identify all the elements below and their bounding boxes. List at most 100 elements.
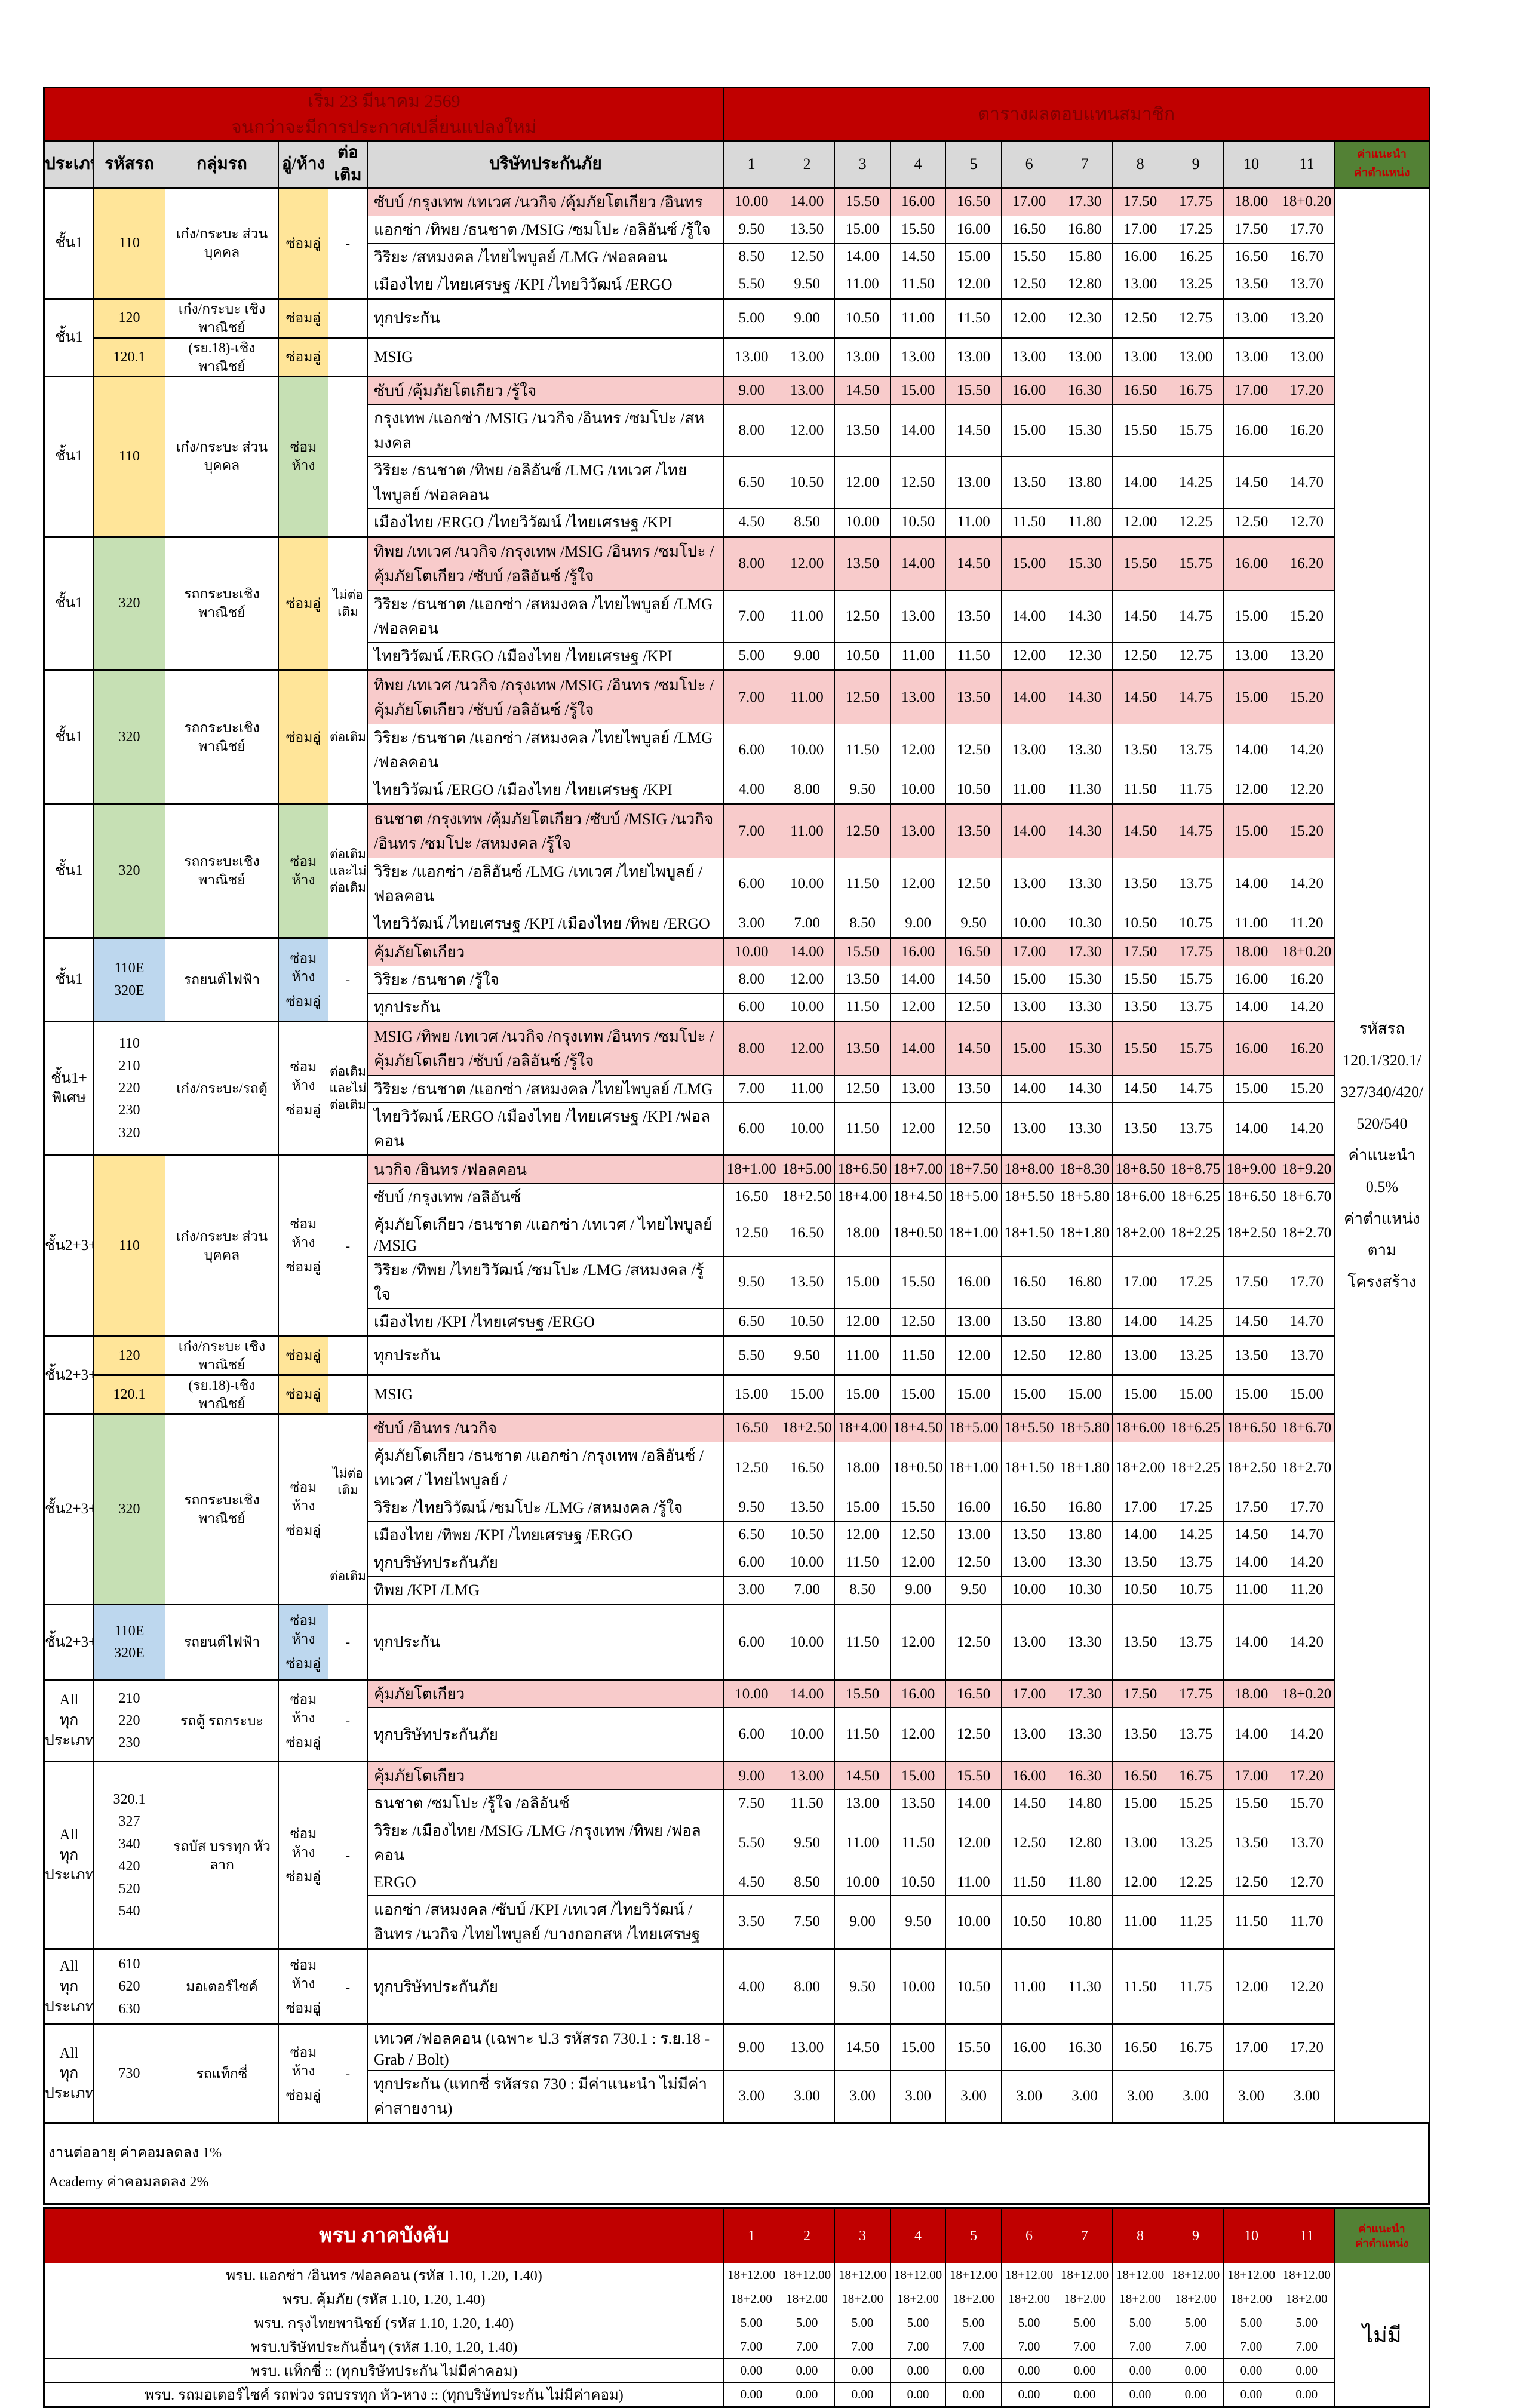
rate-value-cell: 17.30 xyxy=(1057,1679,1113,1709)
rate-value-cell: 13.00 xyxy=(1168,336,1224,377)
company-list-cell: ซับบ์ /คุ้มภัยโตเกียว /รู้ใจ xyxy=(367,375,724,405)
company-list-cell: วิริยะ /ทิพย /ไทยวิวัฒน์ /ซมโปะ /LMG /สห… xyxy=(367,1255,724,1309)
vehicle-group-cell: รถกระบะเชิงพาณิชย์ xyxy=(165,803,279,938)
garage-type-cell-line: ซ่อมอู่ xyxy=(285,2001,321,2016)
rate-value-cell: 11.75 xyxy=(1168,775,1224,804)
rate-value-cell: 13.00 xyxy=(1001,723,1058,776)
rate-value-cell: 14.00 xyxy=(1223,1548,1280,1577)
cmi-value-cell: 0.00 xyxy=(1057,2382,1113,2408)
cmi-value-cell: 18+12.00 xyxy=(779,2263,836,2288)
rate-value-cell: 18+2.00 xyxy=(1112,1210,1169,1257)
rate-value-cell: 11.80 xyxy=(1057,508,1113,537)
rate-value-cell: 7.00 xyxy=(723,669,780,724)
vehicle-group-cell-line: รถยนต์ไฟฟ้า xyxy=(183,1635,260,1650)
side-note-cell: รหัสรถ 120.1/320.1/327/340/420/520/540 ค่า… xyxy=(1334,186,1430,2124)
rate-value-cell: 15.30 xyxy=(1057,1020,1113,1076)
rate-value-cell: 16.50 xyxy=(1112,1761,1169,1790)
rate-value-cell: 13.00 xyxy=(890,589,947,643)
rate-row: วิริยะ /ธนชาต /ทิพย /อลิอันซ์ /LMG /เทเว… xyxy=(44,456,1430,509)
rate-value-cell: 15.50 xyxy=(945,375,1002,405)
rate-value-cell: 18+0.50 xyxy=(890,1441,947,1494)
rate-value-cell: 12.20 xyxy=(1279,1948,1335,2025)
rate-value-cell: 14.50 xyxy=(945,535,1002,591)
rate-value-cell: 14.75 xyxy=(1168,669,1224,724)
rate-value-cell: 18+1.00 xyxy=(945,1441,1002,1494)
rate-value-cell: 11.50 xyxy=(834,1102,891,1156)
garage-type-cell: ซ่อมอู่ xyxy=(278,1335,328,1375)
rate-row: เมืองไทย /ไทยเศรษฐ /KPI /ไทยวิวัฒน์ /ERG… xyxy=(44,270,1430,299)
rate-value-cell: 16.00 xyxy=(890,936,947,966)
extension-cell: ไม่ต่อเติม xyxy=(328,1412,368,1549)
rate-value-cell: 15.00 xyxy=(1223,1374,1280,1414)
vehicle-group-cell-line: รถกระบะเชิงพาณิชย์ xyxy=(184,1492,260,1526)
vehicle-class-cell: ชั้น2+3+3 xyxy=(44,1154,94,1337)
cmi-table-head: พรบ ภาคบังคับ 1 2 3 4 5 6 7 8 9 10 11 ค่าแนะนำ ค่าตำแ… xyxy=(43,2208,1430,2264)
rate-value-cell: 14.00 xyxy=(890,535,947,591)
rate-value-cell: 15.00 xyxy=(890,1374,947,1414)
side-note-cell-line: ค่าแนะนำ xyxy=(1348,1146,1416,1164)
rate-value-cell: 18+6.00 xyxy=(1112,1182,1169,1211)
extension-cell-line: ต่อเติม xyxy=(330,1569,366,1584)
rate-value-cell: 12.00 xyxy=(890,857,947,910)
rate-value-cell: 12.00 xyxy=(945,1817,1002,1870)
rate-value-cell: 12.00 xyxy=(945,270,1002,299)
company-list-cell: คุ้มภัยโตเกียว xyxy=(367,1761,724,1790)
rate-value-cell: 18+6.25 xyxy=(1168,1412,1224,1442)
cmi-value-cell: 5.00 xyxy=(890,2311,947,2336)
rate-value-cell: 14.00 xyxy=(890,1020,947,1076)
rate-value-cell: 3.00 xyxy=(779,2070,836,2124)
cmi-value-cell: 18+12.00 xyxy=(1223,2263,1280,2288)
rate-value-cell: 13.00 xyxy=(779,336,836,377)
rate-value-cell: 10.00 xyxy=(779,723,836,776)
rate-value-cell: 13.30 xyxy=(1057,1548,1113,1577)
rate-value-cell: 15.75 xyxy=(1168,535,1224,591)
rate-value-cell: 12.20 xyxy=(1279,775,1335,804)
company-list-cell: ทุกประกัน xyxy=(367,1603,724,1681)
garage-type-cell-line: ซ่อมห้าง xyxy=(290,2044,317,2078)
rate-value-cell: 15.20 xyxy=(1279,589,1335,643)
vehicle-class-cell-line: ทุกประเภท xyxy=(45,1712,94,1749)
garage-type-cell: ซ่อมห้าง ซ่อมอู่ xyxy=(278,936,328,1022)
rate-level-header-line: 3 xyxy=(858,155,867,173)
rate-row: วิริยะ /ทิพย /ไทยวิวัฒน์ /ซมโปะ /LMG /สห… xyxy=(44,1255,1430,1309)
rate-row: ชั้น1 320 รถกระบะเชิงพาณิชย์ ซ่อมห้าง ต่อเติ… xyxy=(44,803,1430,938)
cmi-value-cell: 18+2.00 xyxy=(1057,2287,1113,2312)
garage-type-cell-line: ซ่อมอู่ xyxy=(285,1260,321,1275)
banner-right: ตารางผลตอบแทนสมาชิก xyxy=(723,87,1430,142)
rate-value-cell: 11.50 xyxy=(834,857,891,910)
rate-value-cell: 8.00 xyxy=(723,1020,780,1076)
rate-value-cell: 13.25 xyxy=(1168,1335,1224,1375)
extension-cell: ต่อเติม xyxy=(328,1548,368,1605)
rate-value-cell: 13.00 xyxy=(834,336,891,377)
rate-value-cell: 13.50 xyxy=(1112,993,1169,1022)
rate-value-cell: 13.50 xyxy=(1112,1603,1169,1681)
cmi-rate-level-header: 2 xyxy=(779,2208,836,2264)
rate-level-header: 8 xyxy=(1112,140,1169,189)
rate-value-cell: 3.00 xyxy=(1168,2070,1224,2124)
rate-value-cell: 8.00 xyxy=(723,535,780,591)
rate-row: ชั้น1+ พิเศษ 110 210 220 230 320 เก๋ง/กระบะ/รถต… xyxy=(44,1020,1430,1156)
garage-type-cell-line: ซ่อมอู่ xyxy=(285,1102,321,1117)
note-column-header: ค่าแนะนำ ค่าตำแหน่ง xyxy=(1334,140,1430,189)
cmi-row: พรบ. กรุงไทยพานิชย์ (รหัส 1.10, 1.20, 1.… xyxy=(43,2311,1430,2336)
rate-value-cell: 9.00 xyxy=(890,909,947,938)
rate-row: ทุกบริษัทประกันภัย 6.00 10.00 11.50 12.00 12.… xyxy=(44,1707,1430,1762)
rate-value-cell: 15.00 xyxy=(890,2023,947,2071)
cmi-rate-level-header: 4 xyxy=(890,2208,947,2264)
rate-value-cell: 11.50 xyxy=(1001,508,1058,537)
rate-value-cell: 14.50 xyxy=(1112,589,1169,643)
side-note-cell-line: 520/540 xyxy=(1356,1114,1408,1132)
rate-value-cell: 11.50 xyxy=(1223,1895,1280,1950)
rate-value-cell: 11.00 xyxy=(779,669,836,724)
cmi-value-cell: 0.00 xyxy=(1112,2382,1169,2408)
rate-value-cell: 16.00 xyxy=(945,1255,1002,1309)
company-list-cell: วิริยะ /แอกซ่า /อลิอันซ์ /LMG /เทเวศ /ไท… xyxy=(367,857,724,910)
rate-value-cell: 17.75 xyxy=(1168,1679,1224,1709)
side-note-cell-line: 327/340/420/ xyxy=(1340,1083,1424,1101)
garage-type-cell: ซ่อมอู่ xyxy=(278,186,328,299)
rate-value-cell: 12.00 xyxy=(1001,297,1058,338)
rate-value-cell: 18+6.70 xyxy=(1279,1412,1335,1442)
banner-right-line: ตารางผลตอบแทนสมาชิก xyxy=(978,104,1175,124)
rate-level-header-line: 11 xyxy=(1299,155,1315,173)
rate-value-cell: 9.00 xyxy=(723,375,780,405)
